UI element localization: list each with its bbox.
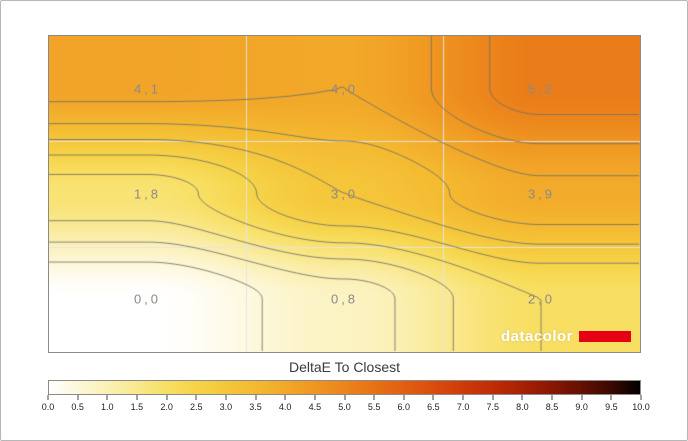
colorbar-tick-label: 8.0 [516, 402, 529, 412]
colorbar-tick-label: 0.5 [71, 402, 84, 412]
colorbar-tick [432, 395, 434, 400]
grid-value-label: 5,2 [527, 81, 556, 97]
colorbar-tick-label: 8.5 [545, 402, 559, 412]
colorbar-tick-label: 6.5 [427, 402, 440, 412]
colorbar-tick-label: 5.5 [367, 402, 381, 412]
colorbar-tick [581, 395, 583, 400]
colorbar-tick-label: 2.0 [160, 402, 173, 412]
colorbar-tick-label: 3.5 [249, 402, 262, 412]
colorbar-tick [166, 395, 168, 400]
colorbar-ticks [47, 395, 642, 400]
grid-value-label: 2,0 [527, 291, 556, 307]
grid-value-label: 4,0 [330, 81, 359, 97]
colorbar-tick-label: 9.0 [575, 402, 588, 412]
colorbar-tick [640, 395, 642, 400]
colorbar-tick [284, 395, 286, 400]
grid-value-label: 1,8 [133, 186, 162, 202]
colorbar-tick [195, 395, 197, 400]
contour-plot: 4,1 4,0 5,2 1,8 3,0 3,9 0,0 0,8 2,0 data… [48, 35, 641, 353]
colorbar-tick [373, 395, 375, 400]
colorbar-tick [136, 395, 138, 400]
grid-value-label: 3,9 [527, 186, 556, 202]
colorbar-tick-label: 2.5 [189, 402, 203, 412]
colorbar-tick-label: 0.0 [41, 402, 55, 412]
colorbar-tick-label: 6.0 [397, 402, 411, 412]
grid-value-label: 4,1 [133, 81, 162, 97]
chart-title: DeltaE To Closest [288, 359, 400, 375]
grid-value-label: 3,0 [330, 186, 359, 202]
colorbar-tick-label: 7.0 [456, 402, 470, 412]
colorbar-tick [344, 395, 345, 400]
colorbar-tick [314, 395, 316, 400]
colorbar-tick [47, 395, 49, 400]
grid-value-label: 0,0 [133, 291, 162, 307]
colorbar-tick-label: 5.0 [338, 402, 351, 412]
colorbar-tick-label: 3.0 [219, 402, 233, 412]
colorbar-tick-label: 7.5 [486, 402, 500, 412]
colorbar-tick [225, 395, 227, 400]
colorbar-tick [521, 395, 523, 400]
colorbar-tick-label: 1.5 [130, 402, 144, 412]
colorbar-tick [492, 395, 494, 400]
colorbar-gradient [48, 380, 641, 395]
colorbar-tick [77, 395, 79, 400]
colorbar-tick [255, 395, 257, 400]
colorbar-container: 0.0 0.5 1.0 1.5 2.0 2.5 3.0 3.5 4.0 4.5 5.0 5.5 6.0 6… [42, 380, 650, 422]
colorbar-tick-label: 4.5 [308, 402, 322, 412]
grid-value-label: 0,8 [330, 291, 359, 307]
colorbar-tick [551, 395, 553, 400]
contour-canvas [49, 36, 640, 352]
colorbar-tick-label: 10.0 [632, 402, 650, 412]
colorbar-tick [403, 395, 405, 400]
colorbar-tick-label: 1.0 [101, 402, 114, 412]
datacolor-logo: datacolor [501, 328, 631, 345]
colorbar-tick [106, 395, 108, 400]
colorbar-tick [610, 395, 612, 400]
colorbar-tick-labels: 0.0 0.5 1.0 1.5 2.0 2.5 3.0 3.5 4.0 4.5 5.0 5.5 6.0 6… [42, 402, 650, 414]
colorbar-tick-label: 4.0 [278, 402, 292, 412]
datacolor-logo-text: datacolor [500, 328, 573, 345]
datacolor-logo-mark [579, 331, 631, 342]
colorbar-tick [462, 395, 464, 400]
colorbar-tick-label: 9.5 [605, 402, 618, 412]
